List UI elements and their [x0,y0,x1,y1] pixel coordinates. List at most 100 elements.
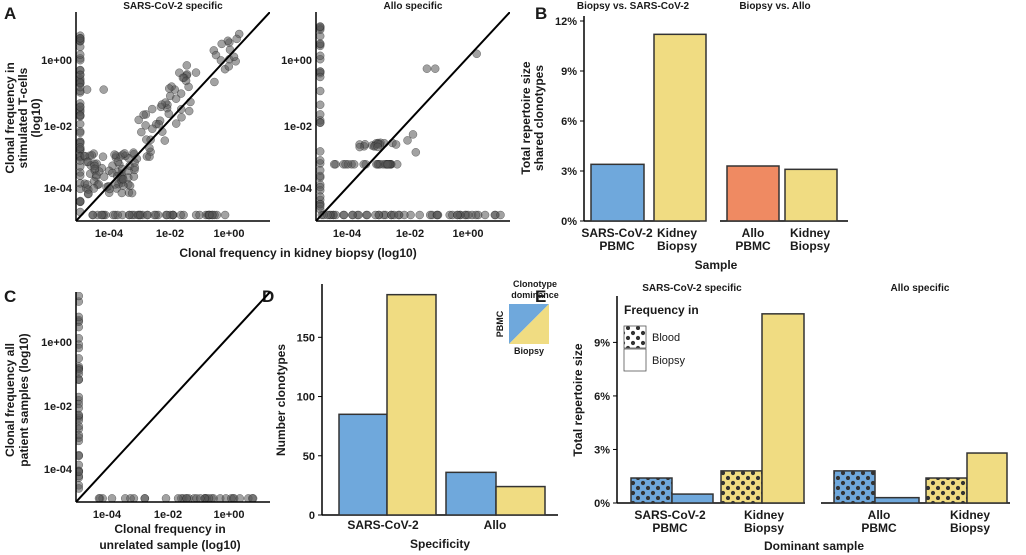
clonotype-point [316,182,325,192]
svg-text:PBMC: PBMC [735,239,771,253]
panel-b-y-label: Total repertoire size shared clonotypes [519,61,546,174]
clonotype-point [316,202,325,211]
x-tick: 1e+00 [453,228,484,240]
y-tick: 0% [561,216,577,228]
panel-b-x-label: Sample [695,258,738,272]
biopsy-bar [966,452,1008,504]
svg-text:Biopsy: Biopsy [657,239,697,253]
bar [653,33,707,222]
clonotype-point [84,189,93,198]
clonotype-point [195,210,204,220]
clonotype-point [329,160,339,169]
clonotype-point [76,403,84,413]
clonotype-point [232,34,241,44]
identity-line [76,12,270,221]
clonotype-point [76,312,84,322]
panel-a-left-plot [76,12,270,221]
clonotype-point [76,128,85,138]
clonotype-point [124,210,134,220]
clonotype-point [97,210,106,220]
panel-d-y-label: Number clonotypes [274,344,288,456]
clonotype-point [176,89,186,98]
clonotype-point [90,164,100,174]
clonotype-point [210,77,219,87]
clonotype-point [422,64,432,73]
clonotype-point [98,152,108,161]
y-tick: 3% [594,444,610,456]
panel-e-x-label: Dominant sample [764,539,864,553]
clonotype-point [87,151,97,160]
clonotype-point [76,366,84,375]
legend-blood-swatch [623,325,647,349]
svg-text:patient samples (log10): patient samples (log10) [17,333,31,466]
clonotype-point [161,494,171,502]
y-tick: 3% [561,166,577,178]
clonotype-point [76,197,85,206]
clonotype-point [154,119,164,129]
clonotype-point [316,86,325,96]
y-tick: 50 [303,451,315,463]
panel-a-title-left: SARS-CoV-2 specific [123,1,223,12]
svg-text:Kidney: Kidney [790,226,830,240]
panel-a-title-right: Allo specific [384,1,443,12]
clonotype-point [76,33,85,43]
clonotype-point [120,149,129,158]
clonotype-point [182,61,192,70]
clonotype-point [316,100,325,110]
panel-e: SARS-CoV-2 specific Allo specific 0% 3% 6%… [571,283,1010,553]
clonotype-point [110,150,119,159]
clonotype-point [82,85,92,94]
clonotype-point [76,171,85,180]
panel-e-title-left: SARS-CoV-2 specific [642,283,742,294]
blood-bar-pattern [926,478,967,503]
y-tick: 9% [594,337,610,349]
clonotype-point [164,84,174,93]
x-tick: 1e-04 [93,509,122,521]
identity-line [76,292,270,502]
clonotype-point [339,210,349,220]
panel-c-y-label: Clonal frequency all patient samples (lo… [3,333,31,466]
clonotype-point [171,94,181,103]
clonotype-point [316,147,325,156]
clonotype-point [76,102,85,111]
clonotype-point [145,152,154,161]
blood-bar-pattern [721,470,762,503]
clonotype-point [403,136,412,145]
x-tick: 1e+00 [214,228,245,240]
svg-text:Biopsy: Biopsy [514,346,544,356]
svg-text:(log10): (log10) [29,98,43,137]
svg-text:PBMC: PBMC [652,521,688,535]
legend-biopsy-swatch [623,348,647,372]
svg-text:SARS-CoV-2: SARS-CoV-2 [634,508,706,522]
y-tick: 0 [309,510,315,522]
y-tick: 1e-04 [44,183,73,195]
clonotype-point [130,163,140,172]
clonotype-point [76,292,84,301]
panel-e-x-labels: SARS-CoV-2 PBMC Kidney Biopsy Allo PBMC … [634,508,990,535]
clonotype-point [430,64,440,73]
panel-label-d: D [262,287,274,306]
svg-text:Biopsy: Biopsy [950,521,990,535]
bar [784,168,838,222]
clonotype-point [141,121,150,130]
clonotype-point [184,82,193,92]
svg-text:unrelated sample (log10): unrelated sample (log10) [99,538,240,552]
clonotype-point [229,52,239,62]
clonotype-point [76,343,84,353]
clonotype-point [99,172,109,181]
bar [338,413,388,516]
clonotype-point [76,392,84,402]
clonotype-point [229,494,239,502]
clonotype-point [211,50,221,60]
bar [590,163,645,222]
clonotype-point [99,85,108,94]
x-tick: 1e-02 [396,228,424,240]
clonotype-point [372,160,381,169]
svg-text:PBMC: PBMC [495,310,505,337]
identity-line [316,12,510,221]
clonotype-point [471,210,481,220]
biopsy-bar [761,313,805,504]
clonotype-point [160,136,170,145]
bar [386,293,437,516]
x-tick: 1e-04 [333,228,362,240]
